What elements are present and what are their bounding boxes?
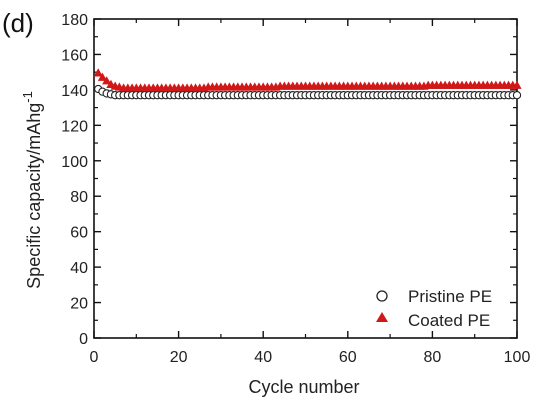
y-tick-label: 80 (70, 189, 88, 206)
y-tick-label: 100 (61, 154, 88, 171)
y-axis-title-text: Specific capacity/mAhg (24, 103, 44, 289)
x-axis: 0 20 40 60 80 100 (90, 19, 531, 366)
y-tick-label: 160 (61, 47, 88, 64)
x-tick-label: 20 (170, 349, 188, 366)
y-tick-label: 120 (61, 118, 88, 135)
x-tick-label: 0 (90, 349, 99, 366)
x-axis-title: Cycle number (248, 377, 359, 397)
y-axis: 0 20 40 60 80 100 120 140 160 180 (61, 12, 517, 348)
y-tick-label: 60 (70, 225, 88, 242)
data-point-coated-pe (102, 76, 112, 85)
y-tick-label: 20 (70, 296, 88, 313)
y-tick-label: 140 (61, 83, 88, 100)
data-point-pristine-pe (512, 91, 522, 100)
y-axis-title-superscript: -1 (20, 91, 35, 103)
x-tick-label: 100 (504, 349, 531, 366)
x-tick-label: 80 (424, 349, 442, 366)
series-coated-pe (93, 68, 522, 92)
y-tick-label: 0 (79, 331, 88, 348)
y-tick-label: 180 (61, 12, 88, 29)
data-point-coated-pe (93, 68, 103, 77)
legend-marker-coated-pe (376, 312, 388, 322)
series-pristine-pe (94, 84, 522, 100)
legend: Pristine PE Coated PE (376, 287, 492, 330)
data-point-coated-pe (512, 80, 522, 89)
legend-label-pristine-pe: Pristine PE (408, 287, 492, 306)
legend-label-coated-pe: Coated PE (408, 311, 490, 330)
x-tick-label: 40 (254, 349, 272, 366)
legend-marker-pristine-pe (376, 290, 388, 302)
x-tick-label: 60 (339, 349, 357, 366)
panel-label: (d) (2, 8, 34, 38)
y-axis-title: Specific capacity/mAhg-1 (20, 91, 44, 289)
data-point-coated-pe (97, 72, 108, 81)
y-tick-label: 40 (70, 260, 88, 277)
